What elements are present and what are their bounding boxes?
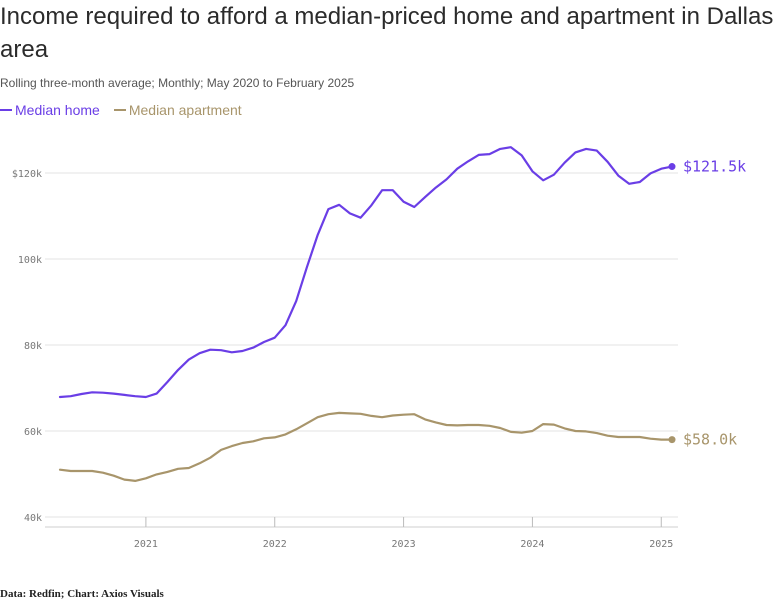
series-end-label-home: $121.5k [683,158,746,176]
legend-item-home: Median home [0,102,100,118]
legend-item-apartment: Median apartment [113,102,242,118]
source-note: Data: Redfin; Chart: Axios Visuals [0,588,164,600]
x-tick-label: 2023 [392,539,416,550]
series-end-dot-apartment [668,436,676,444]
legend-swatch-apartment [113,109,126,111]
series-end-dot-home [668,163,676,171]
chart-subtitle: Rolling three-month average; Monthly; Ma… [0,76,355,90]
series-line-apartment [58,411,674,482]
y-tick-label: 60k [24,427,42,438]
x-tick-label: 2025 [649,539,673,550]
legend: Median home Median apartment [0,102,242,118]
legend-label-apartment: Median apartment [128,102,242,118]
y-tick-label: 40k [24,513,42,524]
series-line-home [58,146,674,399]
legend-label-home: Median home [15,102,100,118]
x-tick-label: 2022 [263,539,287,550]
y-tick-label: 100k [18,255,42,266]
legend-swatch-home [0,109,12,111]
x-tick-label: 2021 [134,539,158,550]
x-tick-label: 2024 [520,539,544,550]
series-end-label-apartment: $58.0k [683,431,737,449]
chart-title: Income required to afford a median-price… [0,3,774,63]
y-tick-label: $120k [12,169,42,180]
y-tick-label: 80k [24,341,42,352]
